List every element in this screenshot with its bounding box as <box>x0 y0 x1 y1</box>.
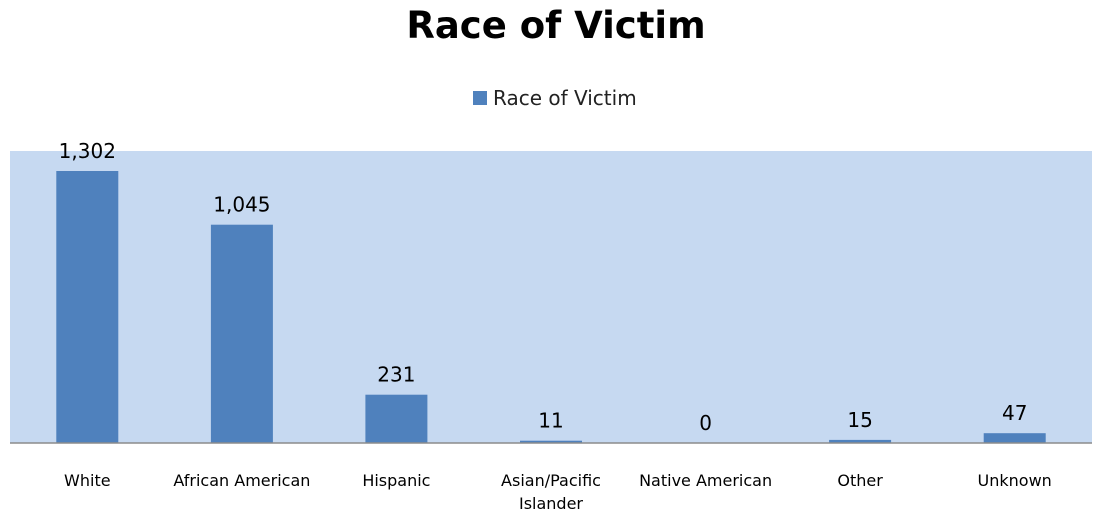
category-labels: White African American Hispanic Asian/Pacif… <box>64 471 1052 513</box>
data-label: 15 <box>847 408 872 432</box>
data-label: 47 <box>1002 401 1027 425</box>
bar <box>210 224 273 443</box>
bar <box>983 433 1046 443</box>
bar <box>365 394 428 443</box>
category-label: Asian/Pacific Islander <box>501 471 601 513</box>
category-label: White <box>64 471 111 490</box>
legend: Race of Victim <box>473 86 637 110</box>
data-label: 11 <box>538 409 563 433</box>
category-label: African American <box>173 471 310 490</box>
category-label: Unknown <box>978 471 1052 490</box>
value-labels: 1,302 1,045 231 11 0 15 47 <box>59 139 1028 435</box>
data-label: 1,045 <box>213 193 270 217</box>
data-label: 231 <box>377 363 415 387</box>
data-label: 0 <box>699 411 712 435</box>
legend-swatch <box>473 91 487 105</box>
category-label: Native American <box>639 471 772 490</box>
data-label: 1,302 <box>59 139 116 163</box>
legend-label: Race of Victim <box>493 86 637 110</box>
bars <box>56 171 1046 443</box>
plot-area <box>10 151 1092 443</box>
chart-title: Race of Victim <box>406 4 705 47</box>
bar <box>56 171 119 443</box>
category-label: Other <box>837 471 883 490</box>
bar <box>520 440 582 443</box>
category-label: Hispanic <box>362 471 430 490</box>
bar <box>829 439 892 443</box>
